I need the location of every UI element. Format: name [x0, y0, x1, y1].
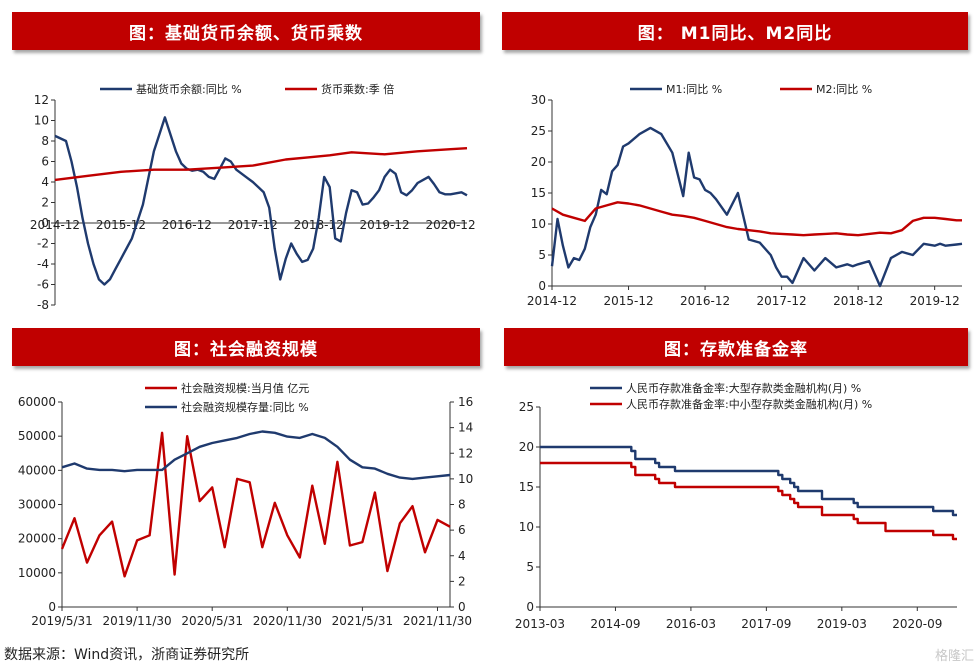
y-right-tick-label: 2: [458, 574, 466, 588]
watermark-logo: 格隆汇: [934, 649, 974, 664]
chart-panel-social-financing: 图：社会融资规模 60000 50000 40000 30000 20000 10000 0…: [0, 320, 490, 640]
legend-label: 货币乘数:季 倍: [321, 82, 394, 96]
x-tick-label: 2018-12: [833, 294, 883, 308]
y-tick-label: 0: [538, 279, 546, 293]
y-right-tick-label: 4: [458, 549, 466, 563]
y-tick-label: -6: [37, 278, 49, 292]
x-tick-label: 2021/11/30: [403, 614, 472, 628]
x-tick-label: 2020/11/30: [253, 614, 322, 628]
y-right-tick-label: 6: [458, 523, 466, 537]
x-tick-label: 2018-12: [294, 218, 344, 232]
x-tick-label: 2019/11/30: [103, 614, 172, 628]
y-tick-label: 10: [34, 114, 49, 128]
x-tick-label: 2014-12: [30, 218, 80, 232]
legend-label: 社会融资规模:当月值 亿元: [181, 381, 309, 395]
y-tick-label: 15: [519, 480, 534, 494]
y-tick-label: -2: [37, 237, 49, 251]
chart-title: 图：基础货币余额、货币乘数: [12, 12, 480, 50]
y-tick-label: 10000: [18, 566, 56, 580]
series-line-0: [550, 126, 963, 288]
x-tick-label: 2020/5/31: [181, 614, 243, 628]
y-tick-label: 0: [526, 600, 534, 614]
chart-svg: 25 20 15 10 5 0 2013-03 2014-09 2016-03 2017-09 20…: [515, 381, 957, 631]
series-line-0: [60, 431, 451, 578]
y-right-tick-label: 10: [458, 472, 473, 486]
y-tick-label: 0: [48, 600, 56, 614]
y-tick-label: 40000: [18, 463, 56, 477]
y-tick-label: 60000: [18, 395, 56, 409]
y-right-tick-label: 12: [458, 446, 473, 460]
x-tick-label: 2016-12: [680, 294, 730, 308]
y-right-tick-label: 16: [458, 395, 473, 409]
x-tick-label: 2015-12: [603, 294, 653, 308]
y-tick-label: 6: [41, 155, 49, 169]
y-tick-label: 20: [531, 155, 546, 169]
x-tick-label: 2019-12: [910, 294, 960, 308]
y-tick-label: 20: [519, 440, 534, 454]
x-tick-label: 2017-09: [741, 617, 791, 631]
y-right-tick-label: 14: [458, 421, 473, 435]
legend-label: M1:同比 %: [666, 83, 722, 96]
chart-panel-m1-m2: 图： M1同比、M2同比 30 25 20 15 10 5 0 2014-12 2015-12 2…: [490, 0, 980, 320]
legend-label: 社会融资规模存量:同比 %: [181, 400, 309, 414]
x-tick-label: 2021/5/31: [332, 614, 394, 628]
y-right-tick-label: 8: [458, 498, 466, 512]
series-line-0: [540, 445, 957, 517]
series-line-0: [54, 116, 468, 286]
x-tick-label: 2016-12: [162, 218, 212, 232]
x-tick-label: 2016-03: [666, 617, 716, 631]
chart-panel-base-money: 图：基础货币余额、货币乘数 12 10 8 6 4 2 0 -2 -4 -6 -8 2014-12 20…: [0, 0, 490, 320]
y-tick-label: 0: [41, 216, 49, 230]
x-tick-label: 2015-12: [96, 218, 146, 232]
y-tick-label: 4: [41, 175, 49, 189]
chart-title: 图：社会融资规模: [12, 328, 480, 366]
y-tick-label: 15: [531, 186, 546, 200]
y-tick-label: 30000: [18, 498, 56, 512]
y-tick-label: -4: [37, 257, 49, 271]
y-tick-label: -8: [37, 298, 49, 312]
x-tick-label: 2020-09: [892, 617, 942, 631]
y-tick-label: 8: [41, 134, 49, 148]
chart-panel-reserve-ratio: 图：存款准备金率 25 20 15 10 5 0 2013-03 2014-09 2016-03…: [490, 320, 980, 640]
y-tick-label: 10: [519, 520, 534, 534]
y-tick-label: 25: [519, 400, 534, 414]
legend-label: 基础货币余额:同比 %: [136, 82, 242, 96]
x-tick-label: 2019-12: [360, 218, 410, 232]
y-tick-label: 10: [531, 217, 546, 231]
x-tick-label: 2019-03: [817, 617, 867, 631]
y-tick-label: 30: [531, 93, 546, 107]
series-line-1: [54, 147, 468, 182]
legend-label: M2:同比 %: [816, 83, 872, 96]
y-tick-label: 50000: [18, 429, 56, 443]
x-tick-label: 2017-12: [757, 294, 807, 308]
x-tick-label: 2014-09: [590, 617, 640, 631]
chart-svg: 12 10 8 6 4 2 0 -2 -4 -6 -8 2014-12 2015-12 2016-12 20…: [30, 82, 476, 312]
x-tick-label: 2017-12: [228, 218, 278, 232]
x-tick-label: 2019/5/31: [31, 614, 93, 628]
y-tick-label: 25: [531, 124, 546, 138]
x-tick-label: 2020-12: [425, 218, 475, 232]
y-tick-label: 5: [526, 560, 534, 574]
series-line-1: [540, 461, 957, 541]
y-right-tick-label: 0: [458, 600, 466, 614]
legend-label: 人民币存款准备金率:大型存款类金融机构(月) %: [626, 381, 861, 395]
chart-title: 图：存款准备金率: [504, 328, 968, 366]
y-tick-label: 5: [538, 248, 546, 262]
legend-label: 人民币存款准备金率:中小型存款类金融机构(月) %: [626, 397, 872, 411]
y-tick-label: 2: [41, 196, 49, 210]
chart-title: 图： M1同比、M2同比: [502, 12, 968, 50]
y-tick-label: 12: [34, 93, 49, 107]
series-line-1: [61, 430, 451, 481]
y-tick-label: 20000: [18, 532, 56, 546]
data-source-note: 数据来源：Wind资讯，浙商证券研究所: [4, 647, 250, 663]
x-tick-label: 2013-03: [515, 617, 565, 631]
chart-svg: 60000 50000 40000 30000 20000 10000 0 16 14 12 10 8…: [18, 381, 473, 628]
x-tick-label: 2014-12: [527, 294, 577, 308]
series-line-1: [551, 201, 962, 237]
